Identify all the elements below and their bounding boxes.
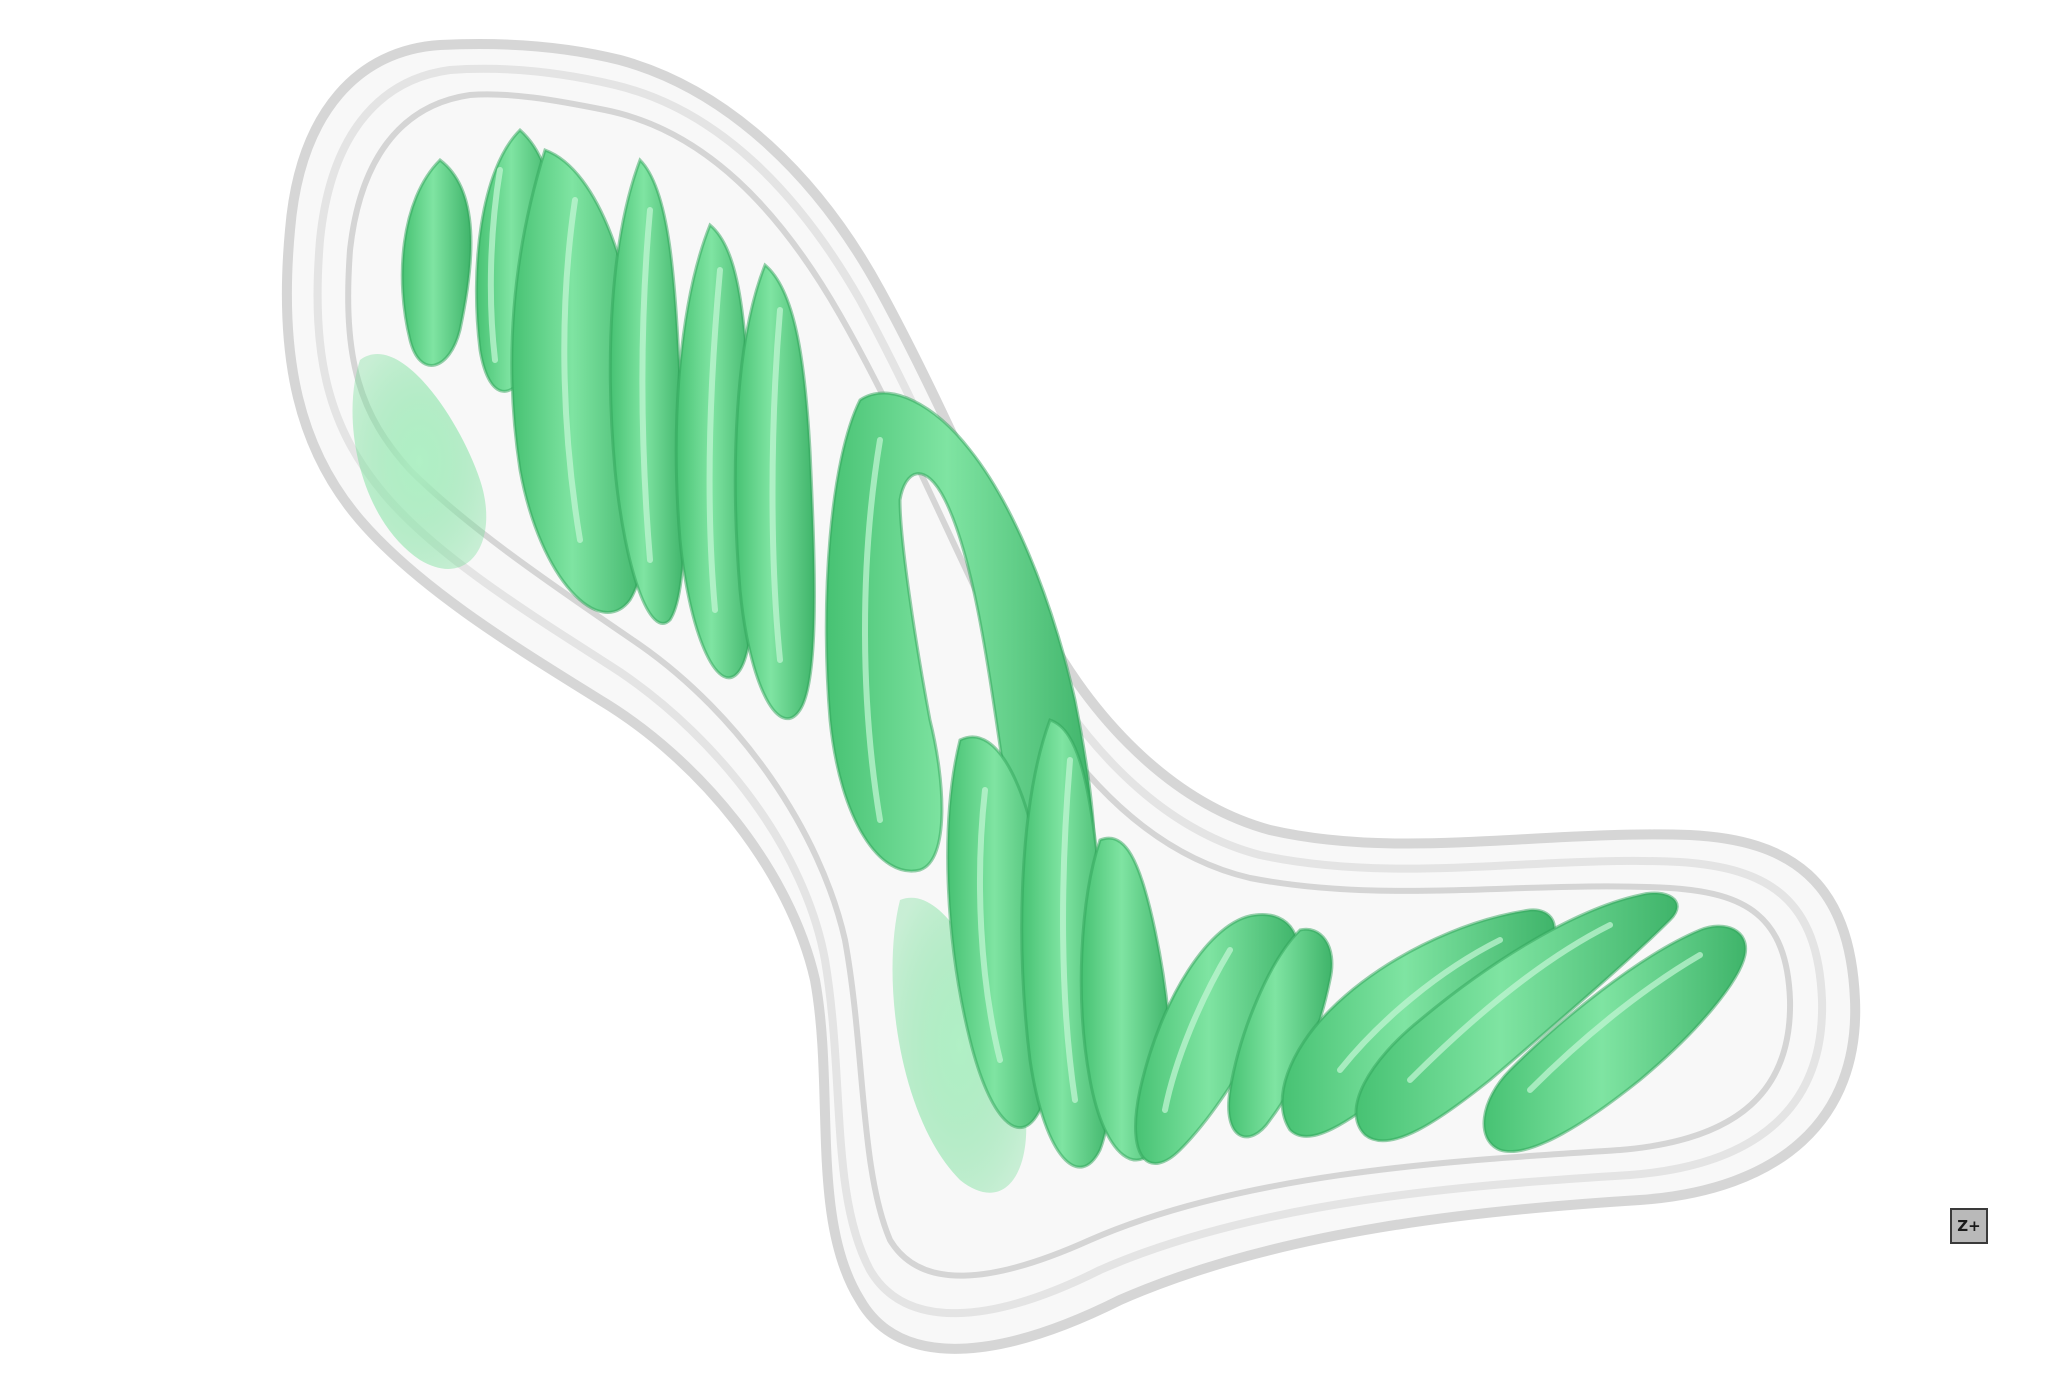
highlight-4	[706, 267, 723, 613]
highlight-10	[1337, 937, 1503, 1073]
green-ridge-13	[1354, 891, 1679, 1143]
green-ridge-4	[608, 157, 686, 625]
green-ridge-1	[400, 158, 473, 367]
highlight-6	[862, 437, 883, 823]
highlight-1	[487, 167, 503, 363]
green-ridge-11	[1227, 927, 1334, 1139]
highlight-9	[1162, 947, 1233, 1113]
highlight-11	[1407, 922, 1613, 1083]
ridge-highlights	[487, 167, 1703, 1113]
inner-membrane	[345, 91, 1794, 1279]
highlight-8	[1060, 757, 1078, 1103]
highlight-3	[639, 207, 653, 563]
highlight-7	[977, 787, 1003, 1063]
green-structures	[352, 127, 1748, 1193]
highlight-5	[769, 307, 783, 663]
green-arch	[824, 391, 1097, 926]
highlight-2	[561, 197, 583, 543]
green-lobe-faded-1	[352, 354, 487, 569]
highlight-12	[1527, 952, 1703, 1093]
axis-orientation-button[interactable]: Z+	[1950, 1208, 1988, 1244]
green-lobe-faded-2	[892, 897, 1027, 1193]
green-ridge-14	[1482, 924, 1748, 1153]
